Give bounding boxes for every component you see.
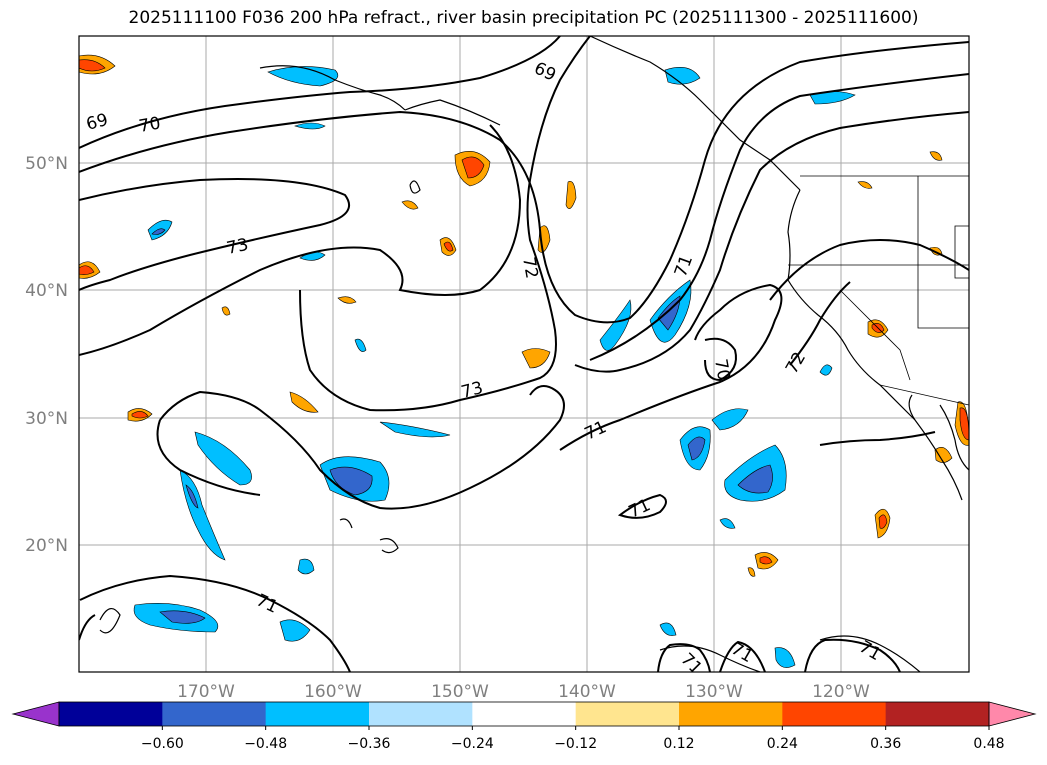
lon-label: 120°W <box>812 682 870 702</box>
colorbar-cell <box>679 702 783 726</box>
colorbar-cell <box>59 702 163 726</box>
colorbar: −0.60 −0.48 −0.36 −0.24 −0.12 0.12 0.24 0.36 0.4… <box>11 701 1037 752</box>
longitude-axis: 170°W 160°W 150°W 140°W 130°W 120°W <box>177 682 870 702</box>
lon-label: 140°W <box>558 682 616 702</box>
colorbar-cell <box>369 702 473 726</box>
contour-label: 70 <box>137 113 162 136</box>
colorbar-extend-high <box>988 701 1037 727</box>
coastlines <box>99 36 969 672</box>
colorbar-tick-label: 0.12 <box>663 736 694 752</box>
lat-label: 50°N <box>25 154 68 174</box>
political-borders <box>788 175 969 406</box>
contour-label: 73 <box>225 235 250 259</box>
lat-label: 20°N <box>25 536 68 556</box>
colorbar-cell <box>782 702 887 726</box>
colorbar-tick-label: −0.36 <box>348 736 391 752</box>
colorbar-tick-label: 0.36 <box>870 736 901 752</box>
lat-label: 40°N <box>25 281 68 301</box>
colorbar-cell <box>575 702 680 726</box>
contour-label: 70 <box>710 357 733 382</box>
colorbar-cell <box>162 702 267 726</box>
graticule <box>79 36 969 672</box>
lon-label: 160°W <box>304 682 362 702</box>
latitude-axis: 50°N 40°N 30°N 20°N <box>25 154 68 556</box>
map-title: 2025111100 F036 200 hPa refract., river … <box>128 8 919 28</box>
colorbar-tick-label: 0.48 <box>973 736 1004 752</box>
colorbar-cell <box>472 702 577 726</box>
positive-anomaly-patches <box>79 54 969 577</box>
colorbar-cell <box>265 702 370 726</box>
map-frame <box>78 35 970 673</box>
lon-label: 170°W <box>177 682 235 702</box>
negative-anomaly-patches <box>133 66 856 668</box>
colorbar-tick-label: −0.12 <box>554 736 597 752</box>
map-plot-area: 69 70 73 69 72 71 73 71 70 72 71 71 71 7… <box>79 36 969 672</box>
colorbar-extend-low <box>11 701 60 727</box>
colorbar-tick-label: 0.24 <box>767 736 798 752</box>
lon-label: 150°W <box>431 682 489 702</box>
colorbar-tick-label: −0.60 <box>141 736 184 752</box>
contour-label: 72 <box>518 255 541 280</box>
colorbar-cell <box>885 702 990 726</box>
colorbar-tick-label: −0.24 <box>451 736 494 752</box>
lat-label: 30°N <box>25 409 68 429</box>
refractivity-contours <box>79 36 969 672</box>
colorbar-tick-label: −0.48 <box>244 736 287 752</box>
lon-label: 130°W <box>685 682 743 702</box>
